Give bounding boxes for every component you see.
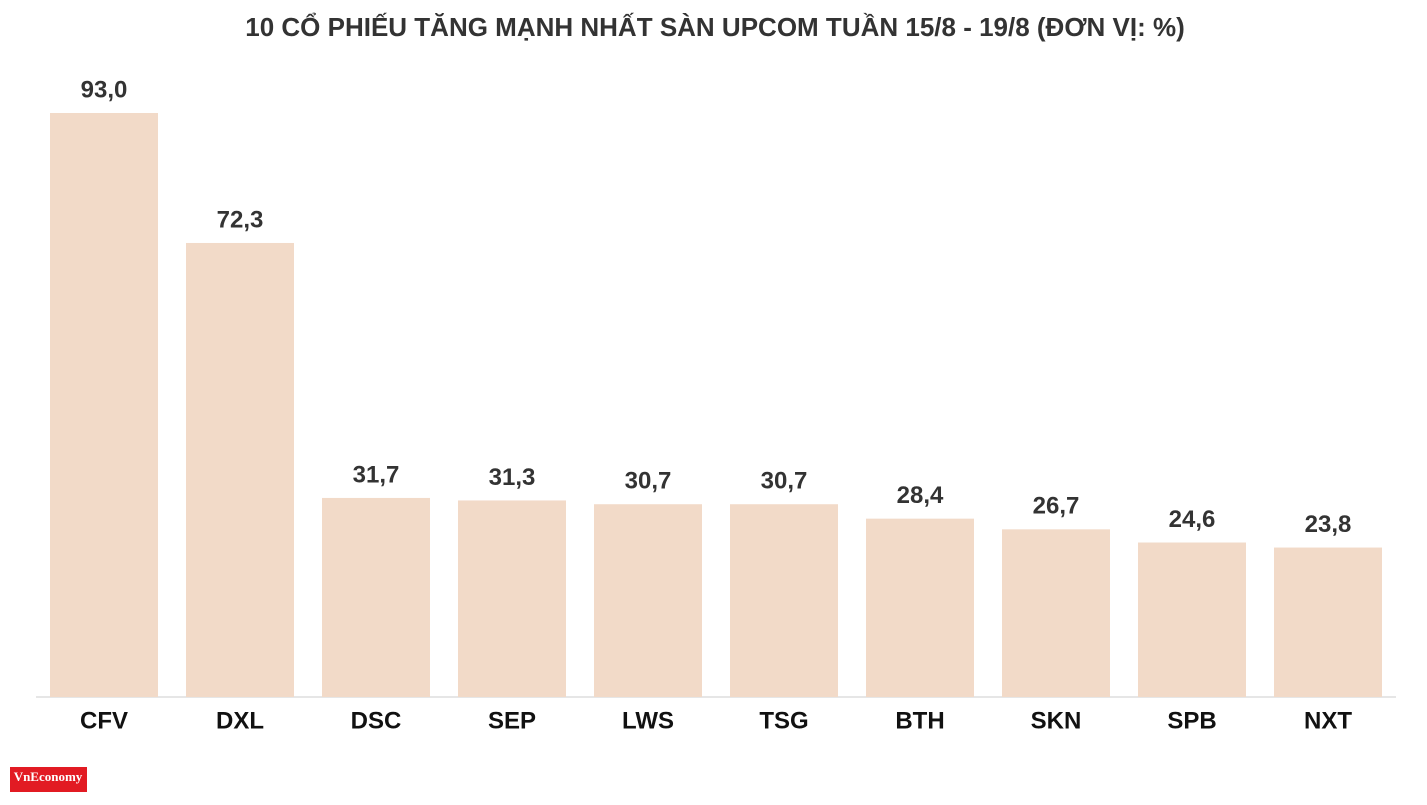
x-tick-label: LWS — [622, 707, 674, 734]
bar — [1138, 542, 1246, 697]
data-label: 72,3 — [217, 206, 264, 233]
bar — [730, 504, 838, 697]
bar — [50, 113, 158, 697]
x-tick-label: BTH — [895, 707, 944, 734]
logo: VnEconomy — [14, 769, 83, 784]
data-label: 93,0 — [81, 76, 128, 103]
data-label: 23,8 — [1305, 511, 1352, 538]
x-tick-label: DXL — [216, 707, 264, 734]
data-label: 24,6 — [1169, 506, 1216, 533]
logo-box — [10, 767, 87, 792]
x-tick-label: SKN — [1031, 707, 1082, 734]
x-tick-label: DSC — [351, 707, 402, 734]
bar — [322, 497, 430, 697]
x-tick-label: SEP — [488, 707, 536, 734]
bar — [594, 504, 702, 697]
data-label: 31,3 — [489, 464, 536, 491]
bar — [458, 500, 566, 697]
data-label: 30,7 — [761, 468, 808, 495]
data-label: 28,4 — [897, 482, 944, 509]
bar — [1274, 547, 1382, 697]
x-tick-label: NXT — [1304, 707, 1352, 734]
chart-title: 10 CỔ PHIẾU TĂNG MẠNH NHẤT SÀN UPCOM TUẦ… — [245, 12, 1185, 42]
x-tick-label: CFV — [80, 707, 128, 734]
bar — [1002, 529, 1110, 697]
data-label: 26,7 — [1033, 493, 1080, 520]
bar — [866, 518, 974, 697]
x-tick-label: TSG — [759, 707, 808, 734]
x-tick-label: SPB — [1167, 707, 1216, 734]
data-label: 31,7 — [353, 461, 400, 488]
bar — [186, 242, 294, 697]
data-label: 30,7 — [625, 468, 672, 495]
